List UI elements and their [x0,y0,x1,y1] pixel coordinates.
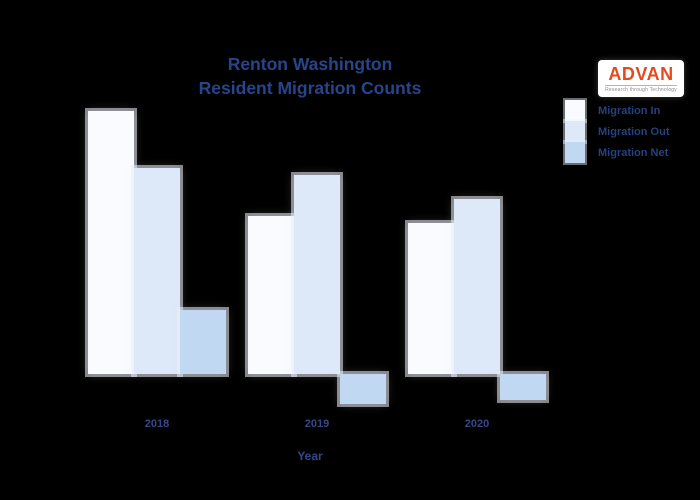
x-tick-label: 2020 [464,418,490,430]
legend-item: Migration Net [565,142,670,163]
bar-migration-out [294,175,340,374]
advan-logo-text: ADVAN [608,63,674,84]
chart-title-line1: Renton Washington [227,54,393,74]
legend-swatch [565,121,585,142]
legend-item: Migration Out [565,121,670,142]
x-tick-label: 2018 [144,418,170,430]
x-tick-label: 2019 [304,418,330,430]
bar-migration-net [180,310,226,374]
legend-swatch [565,100,585,121]
chart-title-line2: Resident Migration Counts [198,78,422,98]
bar-migration-in [408,223,454,374]
legend-swatch [565,142,585,163]
bar-migration-net [500,374,546,400]
bar-migration-out [454,199,500,374]
x-axis-title: Year [297,449,323,463]
advan-logo: ADVAN Research through Technology [598,60,684,97]
legend-label: Migration Net [598,146,669,159]
legend: Migration In Migration Out Migration Net [565,100,670,163]
bar-migration-out [134,168,180,374]
bar-migration-net [340,374,386,404]
legend-label: Migration Out [598,125,670,138]
bar-migration-in [88,111,134,374]
legend-item: Migration In [565,100,670,121]
bar-migration-in [248,216,294,374]
chart-title: Renton Washington Resident Migration Cou… [90,52,530,100]
advan-logo-tagline: Research through Technology [605,84,677,93]
legend-label: Migration In [598,104,661,117]
